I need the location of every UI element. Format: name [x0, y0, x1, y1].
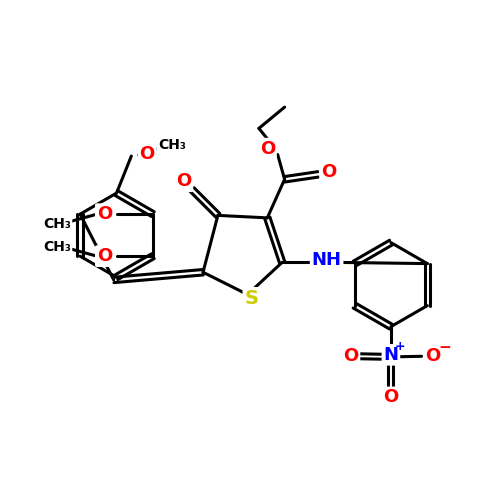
Text: O: O — [260, 140, 275, 158]
Text: S: S — [244, 289, 258, 308]
Text: O: O — [321, 163, 336, 181]
Text: O: O — [384, 388, 398, 406]
Text: O: O — [97, 205, 112, 223]
Text: +: + — [395, 340, 406, 353]
Text: CH₃: CH₃ — [158, 138, 186, 152]
Text: O: O — [343, 348, 358, 366]
Text: CH₃: CH₃ — [43, 240, 71, 254]
Text: O: O — [140, 145, 155, 163]
Text: NH: NH — [312, 251, 342, 269]
Text: O: O — [176, 172, 192, 190]
Text: −: − — [438, 340, 450, 355]
Text: O: O — [97, 247, 112, 265]
Text: CH₃: CH₃ — [43, 216, 71, 230]
Text: O: O — [425, 348, 440, 366]
Text: N: N — [384, 346, 398, 364]
